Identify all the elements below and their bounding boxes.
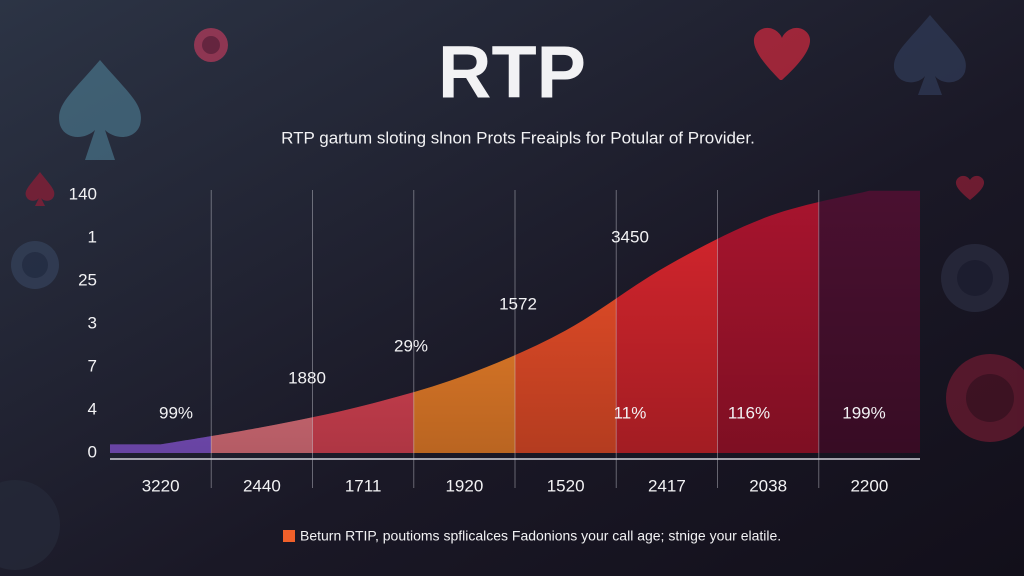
annotation: 29% — [394, 336, 428, 355]
y-tick-label: 4 — [88, 399, 97, 418]
annotation: 1572 — [499, 294, 537, 313]
chart-title: RTP — [438, 31, 586, 114]
annotation: 3450 — [611, 227, 649, 246]
x-tick-label: 3220 — [142, 476, 180, 495]
x-tick-label: 1920 — [445, 476, 483, 495]
x-tick-label: 2440 — [243, 476, 281, 495]
annotation: 99% — [159, 403, 193, 422]
y-tick-label: 3 — [88, 313, 97, 332]
area-shade — [110, 190, 920, 453]
annotation: 11% — [614, 403, 647, 422]
x-tick-label: 2200 — [850, 476, 888, 495]
y-tick-label: 140 — [69, 184, 97, 203]
annotation: 199% — [842, 403, 885, 422]
y-tick-label: 1 — [88, 227, 97, 246]
decoration — [0, 15, 1024, 570]
x-tick-label: 1520 — [547, 476, 585, 495]
y-tick-label: 0 — [88, 442, 97, 461]
legend-swatch — [283, 530, 295, 542]
annotation: 116% — [728, 403, 770, 422]
x-tick-label: 1711 — [345, 476, 382, 495]
legend-label: Beturn RTIP, poutioms spflicalces Fadoni… — [300, 528, 781, 544]
y-tick-label: 25 — [78, 270, 97, 289]
annotation: 1880 — [288, 368, 326, 387]
x-tick-label: 2417 — [648, 476, 686, 495]
x-tick-label: 2038 — [749, 476, 787, 495]
y-tick-label: 7 — [88, 356, 97, 375]
chart-subtitle: RTP gartum sloting slnon Prots Freaipls … — [281, 128, 755, 147]
